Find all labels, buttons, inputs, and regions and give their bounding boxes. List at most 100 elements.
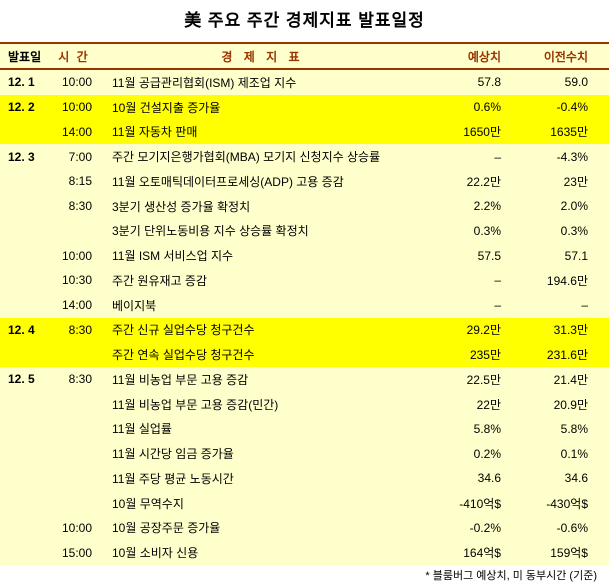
cell-indicator: 11월 비농업 부문 고용 증감 [112, 372, 249, 387]
cell-indicator: 베이지북 [112, 298, 157, 313]
cell-previous: 23만 [563, 174, 588, 189]
cell-previous: 21.4만 [553, 372, 588, 387]
header-previous: 이전수치 [543, 49, 588, 64]
cell-previous: 20.9만 [553, 397, 588, 412]
table-row: 12. 5 8:30 11월 비농업 부문 고용 증감 22.5만 21.4만 [0, 367, 609, 392]
cell-expected: 29.2만 [466, 323, 501, 338]
cell-indicator: 11월 실업률 [112, 422, 172, 437]
cell-indicator: 11월 ISM 서비스업 지수 [112, 249, 234, 264]
cell-indicator: 주간 연속 실업수당 청구건수 [112, 348, 255, 363]
cell-indicator: 11월 비농업 부문 고용 증감(민간) [112, 397, 279, 412]
cell-previous: 0.3% [560, 223, 588, 238]
cell-time: 14:00 [61, 124, 92, 139]
cell-expected: 164억$ [463, 546, 501, 561]
table-row: 10월 무역수지 -410억$ -430억$ [0, 490, 609, 516]
cell-previous: -4.3% [556, 149, 588, 164]
header-time: 시 간 [58, 49, 90, 64]
cell-expected: 57.5 [477, 248, 501, 263]
cell-previous: 5.8% [560, 421, 588, 436]
cell-indicator: 주간 신규 실업수당 청구건수 [112, 323, 255, 338]
cell-expected: 34.6 [477, 471, 501, 486]
cell-date: 12. 5 [8, 372, 35, 387]
table-row: 12. 2 10:00 10월 건설지출 증가율 0.6% -0.4% [0, 94, 609, 120]
cell-indicator: 11월 자동차 판매 [112, 125, 198, 140]
cell-indicator: 11월 공급관리협회(ISM) 제조업 지수 [112, 75, 297, 90]
cell-expected: 0.6% [473, 100, 501, 115]
table-row: 14:00 11월 자동차 판매 1650만 1635만 [0, 119, 609, 145]
cell-indicator: 주간 원유재고 증감 [112, 273, 207, 288]
table-row: 14:00 베이지북 – – [0, 292, 609, 318]
footnote: * 블룸버그 예상치, 미 동부시간 (기준) [0, 565, 609, 587]
table-row: 10:00 11월 ISM 서비스업 지수 57.5 57.1 [0, 243, 609, 268]
cell-expected: 57.8 [477, 75, 501, 90]
table-row: 11월 비농업 부문 고용 증감(민간) 22만 20.9만 [0, 391, 609, 417]
cell-expected: 0.3% [473, 223, 501, 238]
table-row: 12. 4 8:30 주간 신규 실업수당 청구건수 29.2만 31.3만 [0, 317, 609, 343]
cell-expected: – [494, 273, 501, 288]
cell-time: 10:00 [61, 75, 92, 90]
table-row: 주간 연속 실업수당 청구건수 235만 231.6만 [0, 342, 609, 367]
cell-time: 14:00 [61, 298, 92, 313]
cell-indicator: 3분기 생산성 증가율 확정치 [112, 199, 251, 214]
header-date: 발표일 [8, 49, 42, 64]
cell-time: 8:15 [68, 174, 92, 189]
table-row: 10:00 10월 공장주문 증가율 -0.2% -0.6% [0, 515, 609, 541]
cell-time: 7:00 [68, 149, 92, 164]
cell-expected: 22.5만 [466, 372, 501, 387]
cell-previous: – [581, 298, 588, 313]
cell-time: 10:00 [61, 100, 92, 115]
cell-previous: 1635만 [550, 125, 588, 140]
cell-time: 15:00 [61, 545, 92, 560]
table-header-row: 발표일 시 간 경 제 지 표 예상치 이전수치 [0, 42, 609, 70]
cell-previous: 194.6만 [546, 273, 588, 288]
cell-previous: 34.6 [564, 471, 588, 486]
cell-previous: 59.0 [564, 75, 588, 90]
table-row: 3분기 단위노동비용 지수 상승률 확정치 0.3% 0.3% [0, 218, 609, 244]
cell-date: 12. 3 [8, 149, 35, 164]
cell-previous: 2.0% [560, 199, 588, 214]
cell-indicator: 11월 오토매틱데이터프로세싱(ADP) 고용 증감 [112, 174, 344, 189]
cell-expected: 5.8% [473, 421, 501, 436]
cell-date: 12. 1 [8, 75, 35, 90]
cell-previous: -0.6% [556, 520, 588, 535]
cell-time: 8:30 [68, 372, 92, 387]
cell-date: 12. 4 [8, 322, 35, 337]
table-row: 12. 3 7:00 주간 모기지은행가협회(MBA) 모기지 신청지수 상승률 – -… [0, 144, 609, 169]
cell-indicator: 10월 무역수지 [112, 496, 184, 511]
cell-expected: 2.2% [473, 199, 501, 214]
cell-previous: -430억$ [546, 496, 588, 511]
cell-previous: 159억$ [550, 546, 588, 561]
cell-expected: -410억$ [459, 496, 501, 511]
cell-previous: -0.4% [556, 100, 588, 115]
cell-expected: – [494, 298, 501, 313]
cell-time: 10:30 [61, 273, 92, 288]
cell-previous: 57.1 [564, 248, 588, 263]
table-row: 11월 실업률 5.8% 5.8% [0, 416, 609, 442]
cell-indicator: 3분기 단위노동비용 지수 상승률 확정치 [112, 224, 309, 239]
table-row: 12. 1 10:00 11월 공급관리협회(ISM) 제조업 지수 57.8 59.0 [0, 70, 609, 95]
cell-time: 10:00 [61, 520, 92, 535]
cell-indicator: 11월 주당 평균 노동시간 [112, 471, 234, 486]
cell-expected: 235만 [469, 348, 501, 363]
table-row: 8:30 3분기 생산성 증가율 확정치 2.2% 2.0% [0, 193, 609, 219]
cell-expected: -0.2% [469, 520, 501, 535]
cell-expected: 22.2만 [466, 174, 501, 189]
cell-indicator: 10월 건설지출 증가율 [112, 100, 221, 115]
cell-indicator: 주간 모기지은행가협회(MBA) 모기지 신청지수 상승률 [112, 150, 381, 165]
cell-indicator: 11월 시간당 임금 증가율 [112, 447, 234, 462]
cell-date: 12. 2 [8, 100, 35, 115]
header-indicator: 경 제 지 표 [221, 49, 304, 64]
cell-previous: 31.3만 [553, 323, 588, 338]
cell-time: 10:00 [61, 248, 92, 263]
cell-expected: 1650만 [463, 125, 501, 140]
header-expected: 예상치 [467, 49, 501, 64]
cell-indicator: 10월 소비자 신용 [112, 546, 199, 561]
table-row: 11월 시간당 임금 증가율 0.2% 0.1% [0, 441, 609, 466]
cell-time: 8:30 [68, 199, 92, 214]
cell-expected: 22만 [476, 397, 501, 412]
page-title: 美 주요 주간 경제지표 발표일정 [0, 0, 609, 42]
cell-time: 8:30 [68, 322, 92, 337]
table-row: 10:30 주간 원유재고 증감 – 194.6만 [0, 268, 609, 293]
cell-expected: – [494, 149, 501, 164]
